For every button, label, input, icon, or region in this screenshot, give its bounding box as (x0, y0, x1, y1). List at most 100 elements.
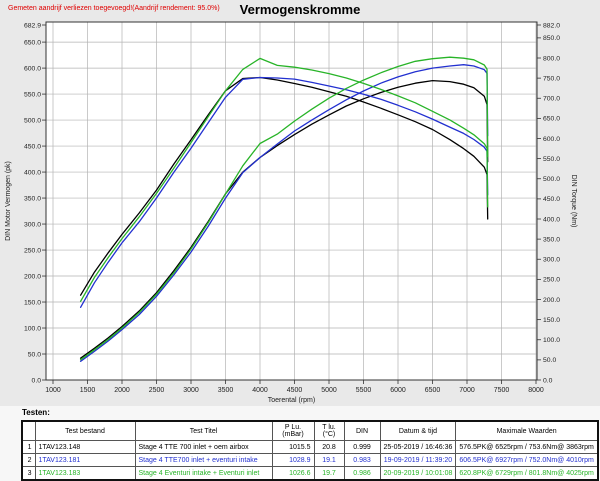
left-axis-title: DIN Motor Vermogen (pk) (5, 161, 12, 241)
svg-text:250.0: 250.0 (24, 247, 41, 254)
svg-text:50.0: 50.0 (28, 351, 41, 358)
cell-nr: 3 (21, 466, 36, 481)
svg-text:300.0: 300.0 (24, 221, 41, 228)
svg-text:700.0: 700.0 (543, 96, 560, 103)
svg-text:100.0: 100.0 (24, 325, 41, 332)
svg-text:7500: 7500 (494, 387, 510, 394)
page-title: Vermogenskromme (239, 2, 361, 17)
cell-bestand: 1TAV123.181 (34, 453, 136, 467)
plot-frame (45, 21, 538, 381)
cell-t_lu: 20.8 (313, 440, 345, 454)
cell-din: 0.999 (343, 440, 381, 454)
table-caption: Testen: (22, 408, 50, 417)
curve-torque-1TAV123.148 (79, 76, 489, 296)
svg-text:850.0: 850.0 (543, 35, 560, 42)
svg-text:500.0: 500.0 (543, 176, 560, 183)
cell-datum: 20-09-2019 / 10:01:08 (379, 466, 457, 481)
table-header-row: Test bestand Test Titel P Lu.(mBar) T lu.(°… (21, 420, 599, 441)
svg-text:50.0: 50.0 (543, 357, 556, 364)
cell-din: 0.986 (343, 466, 381, 481)
svg-text:200.0: 200.0 (24, 273, 41, 280)
svg-text:400.0: 400.0 (543, 216, 560, 223)
power-torque-chart: 682.9 650.0 600.0 550.0 500.0 450.0 400.0 350.0… (5, 21, 577, 404)
svg-text:6000: 6000 (390, 387, 406, 394)
cell-max: 576.5PK@ 6525rpm / 753.6Nm@ 3863rpm (455, 440, 599, 454)
cell-p_lu: 1026.6 (271, 466, 315, 481)
svg-text:4000: 4000 (252, 387, 268, 394)
svg-text:750.0: 750.0 (543, 75, 560, 82)
column-header-DIN: DIN (343, 420, 381, 441)
svg-text:800.0: 800.0 (543, 55, 560, 62)
column-header-Test Titel: Test Titel (134, 420, 273, 441)
cell-titel: Stage 4 TTE 700 inlet + oem airbox (134, 440, 273, 454)
svg-text:650.0: 650.0 (543, 116, 560, 123)
table-row-1TAV123.148[interactable]: 1 1TAV123.148 Stage 4 TTE 700 inlet + oem … (21, 440, 599, 454)
cell-max: 606.5PK@ 6927rpm / 752.0Nm@ 4010rpm (455, 453, 599, 467)
svg-text:5000: 5000 (321, 387, 337, 394)
column-header-nr (21, 420, 36, 441)
plot-area (46, 22, 537, 380)
table-row-1TAV123.181[interactable]: 2 1TAV123.181 Stage 4 TTE700 inlet + event… (21, 453, 599, 467)
cell-datum: 25-05-2019 / 16:46:36 (379, 440, 457, 454)
svg-text:600.0: 600.0 (543, 136, 560, 143)
cell-titel: Stage 4 TTE700 inlet + eventuri intake (134, 453, 273, 467)
svg-text:3000: 3000 (183, 387, 199, 394)
cell-nr: 1 (21, 440, 36, 454)
right-axis: 882.0 850.0 800.0 750.0 700.0 650.0 600.0 550.0… (537, 22, 560, 384)
svg-text:2500: 2500 (149, 387, 165, 394)
x-axis-title: Toerental (rpm) (268, 397, 315, 404)
cell-t_lu: 19.7 (313, 466, 345, 481)
curves (79, 56, 489, 362)
svg-text:0.0: 0.0 (32, 377, 42, 384)
svg-text:8000: 8000 (528, 387, 544, 394)
svg-text:650.0: 650.0 (24, 39, 41, 46)
cell-nr: 2 (21, 453, 36, 467)
svg-text:350.0: 350.0 (543, 236, 560, 243)
column-header-P Lu.(mBar): P Lu.(mBar) (271, 420, 315, 441)
curve-power-1TAV123.181 (79, 64, 489, 362)
cell-din: 0.983 (343, 453, 381, 467)
tests-panel: Testen: Test bestand Test Titel P Lu.(mBar… (0, 406, 600, 481)
curve-torque-1TAV123.183 (79, 57, 489, 302)
svg-text:500.0: 500.0 (24, 117, 41, 124)
svg-text:100.0: 100.0 (543, 337, 560, 344)
cell-bestand: 1TAV123.183 (34, 466, 136, 481)
drivetrain-loss-note: Gemeten aandrijf verliezen toegevoegd!(A… (8, 5, 220, 12)
svg-text:1000: 1000 (45, 387, 61, 394)
cell-max: 620.8PK@ 6729rpm / 801.8Nm@ 4025rpm (455, 466, 599, 481)
cell-datum: 19-09-2019 / 11:39:20 (379, 453, 457, 467)
svg-text:600.0: 600.0 (24, 65, 41, 72)
curve-torque-1TAV123.181 (79, 76, 489, 308)
svg-text:4500: 4500 (287, 387, 303, 394)
x-axis: 1000 1500 2000 2500 3000 3500 4000 4500 5000 5500… (45, 380, 544, 394)
svg-text:2000: 2000 (114, 387, 130, 394)
tests-table: Test bestand Test Titel P Lu.(mBar) T lu.(°… (21, 420, 599, 481)
column-header-Datum & tijd: Datum & tijd (379, 420, 457, 441)
svg-text:150.0: 150.0 (24, 299, 41, 306)
table-row-1TAV123.183[interactable]: 3 1TAV123.183 Stage 4 Eventuri intake + Ev… (21, 466, 599, 481)
curve-power-1TAV123.183 (79, 56, 489, 361)
cell-p_lu: 1028.9 (271, 453, 315, 467)
column-header-Maximale Waarden: Maximale Waarden (455, 420, 599, 441)
cell-p_lu: 1015.5 (271, 440, 315, 454)
svg-text:6500: 6500 (425, 387, 441, 394)
svg-text:250.0: 250.0 (543, 277, 560, 284)
svg-text:450.0: 450.0 (543, 196, 560, 203)
svg-text:300.0: 300.0 (543, 257, 560, 264)
svg-text:1500: 1500 (80, 387, 96, 394)
svg-text:3500: 3500 (218, 387, 234, 394)
svg-text:550.0: 550.0 (543, 156, 560, 163)
svg-text:7000: 7000 (459, 387, 475, 394)
svg-text:350.0: 350.0 (24, 195, 41, 202)
left-axis: 682.9 650.0 600.0 550.0 500.0 450.0 400.0 350.0… (24, 22, 46, 384)
cell-titel: Stage 4 Eventuri intake + Eventuri inlet (134, 466, 273, 481)
column-header-Test bestand: Test bestand (34, 420, 136, 441)
svg-text:450.0: 450.0 (24, 143, 41, 150)
svg-text:150.0: 150.0 (543, 317, 560, 324)
svg-text:400.0: 400.0 (24, 169, 41, 176)
svg-text:682.9: 682.9 (24, 22, 41, 29)
right-axis-title: DIN Torque (Nm) (570, 175, 577, 228)
column-header-T lu.(°C): T lu.(°C) (313, 420, 345, 441)
svg-text:0.0: 0.0 (543, 377, 553, 384)
